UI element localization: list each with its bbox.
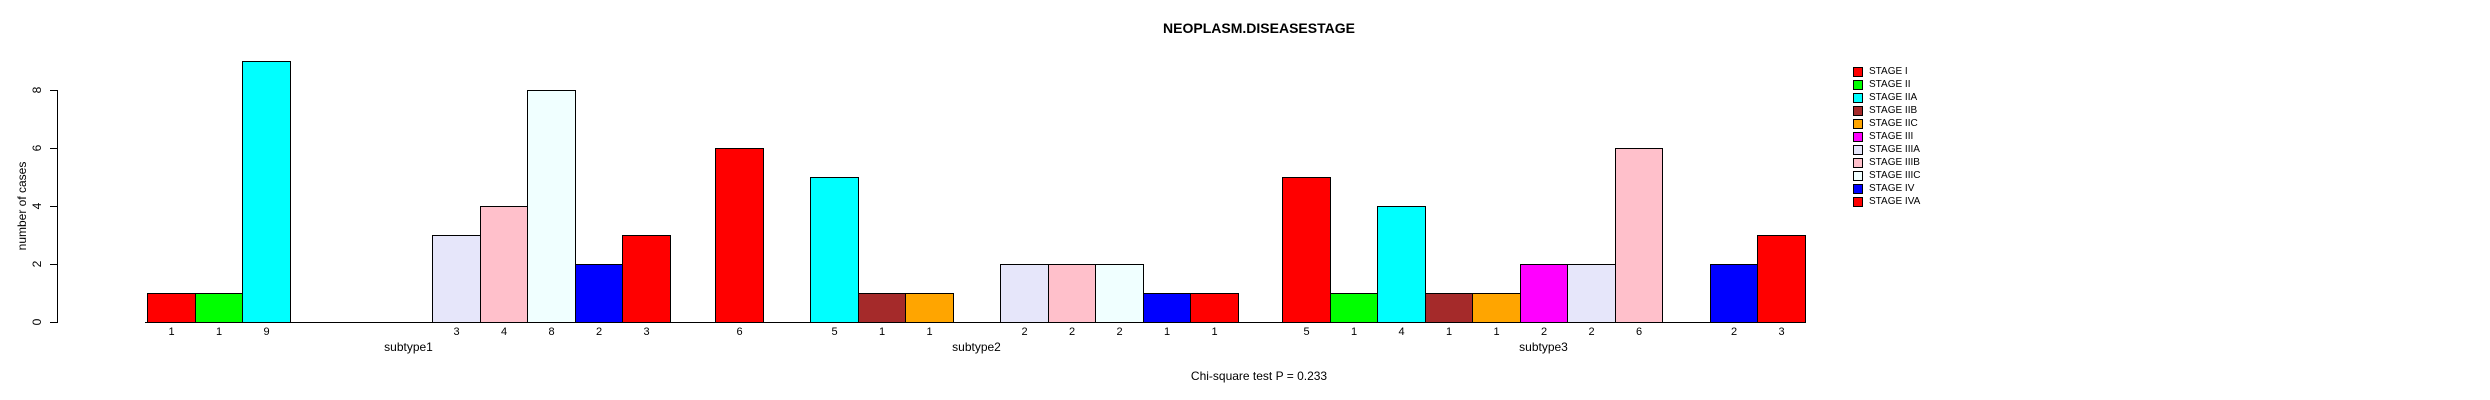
chart-title: NEOPLASM.DISEASESTAGE bbox=[1163, 20, 1355, 36]
bar-subtype1-stage-iiib bbox=[480, 206, 528, 323]
y-tick bbox=[50, 148, 57, 149]
bar-subtype3-stage-iiib bbox=[1615, 148, 1663, 323]
bar-value-label: 6 bbox=[736, 326, 743, 338]
bar-value-label: 2 bbox=[595, 326, 603, 338]
y-axis-label: number of cases bbox=[15, 161, 29, 251]
x-baseline bbox=[145, 322, 1804, 323]
bar-value-label: 8 bbox=[548, 326, 555, 338]
legend-label: STAGE IV bbox=[1869, 183, 1915, 194]
bar-value-label: 2 bbox=[1021, 326, 1028, 338]
y-tick bbox=[50, 206, 57, 207]
bar-value-label: 1 bbox=[1445, 326, 1453, 338]
bar-value-label: 1 bbox=[878, 326, 886, 338]
legend-swatch-stage-iv bbox=[1853, 184, 1863, 194]
bar-value-label: 1 bbox=[926, 326, 933, 338]
bar-value-label: 2 bbox=[1540, 326, 1548, 338]
legend-swatch-stage-i bbox=[1853, 67, 1863, 77]
bar-subtype2-stage-iiia bbox=[1000, 264, 1049, 323]
bar-value-label: 1 bbox=[1163, 326, 1171, 338]
bar-value-label: 4 bbox=[1398, 326, 1405, 338]
legend-label: STAGE IVA bbox=[1869, 196, 1921, 207]
legend-label: STAGE IIC bbox=[1869, 118, 1918, 129]
bar-value-label: 6 bbox=[1635, 326, 1643, 338]
bar-value-label: 3 bbox=[643, 326, 650, 338]
legend-label: STAGE IIIA bbox=[1869, 144, 1920, 155]
legend-label: STAGE IIB bbox=[1869, 105, 1918, 116]
y-tick-label: 8 bbox=[30, 86, 44, 94]
bar-value-label: 2 bbox=[1588, 326, 1595, 338]
group-label-subtype1: subtype1 bbox=[384, 340, 433, 354]
bar-value-label: 1 bbox=[1350, 326, 1358, 338]
y-tick-label: 0 bbox=[30, 318, 44, 326]
legend-label: STAGE I bbox=[1869, 66, 1908, 77]
bar-subtype2-stage-iic bbox=[905, 293, 954, 323]
group-label-subtype2: subtype2 bbox=[952, 340, 1001, 354]
bar-subtype3-stage-ii bbox=[1330, 293, 1378, 323]
bar-subtype1-stage-iv bbox=[575, 264, 623, 323]
bar-value-label: 1 bbox=[1211, 326, 1218, 338]
y-tick bbox=[50, 322, 57, 323]
bar-subtype1-stage-ii bbox=[195, 293, 243, 323]
bar-subtype2-stage-iv bbox=[1143, 293, 1191, 323]
bar-subtype1-stage-iva bbox=[622, 235, 671, 323]
bar-subtype1-stage-iia bbox=[242, 61, 291, 323]
bar-subtype2-stage-iia bbox=[810, 177, 859, 323]
legend-swatch-stage-ii bbox=[1853, 80, 1863, 90]
legend-label: STAGE IIIC bbox=[1869, 170, 1921, 181]
bar-subtype3-stage-i bbox=[1282, 177, 1331, 323]
y-tick-label: 6 bbox=[30, 144, 44, 152]
legend-label: STAGE II bbox=[1869, 79, 1911, 90]
legend-swatch-stage-iii bbox=[1853, 132, 1863, 142]
bar-subtype2-stage-iiic bbox=[1095, 264, 1144, 323]
bar-subtype1-stage-iiia bbox=[432, 235, 481, 323]
bar-subtype2-stage-i bbox=[715, 148, 764, 323]
y-tick bbox=[50, 264, 57, 265]
bar-value-label: 2 bbox=[1730, 326, 1738, 338]
chi-square-pvalue: Chi-square test P = 0.233 bbox=[1190, 369, 1328, 383]
legend-swatch-stage-iib bbox=[1853, 106, 1863, 116]
bar-value-label: 2 bbox=[1068, 326, 1076, 338]
bar-subtype3-stage-iv bbox=[1710, 264, 1758, 323]
legend-label: STAGE IIIB bbox=[1869, 157, 1920, 168]
legend-label: STAGE III bbox=[1869, 131, 1914, 142]
bar-subtype2-stage-iib bbox=[858, 293, 906, 323]
bar-value-label: 4 bbox=[500, 326, 508, 338]
bar-value-label: 1 bbox=[215, 326, 223, 338]
bar-subtype2-stage-iiib bbox=[1048, 264, 1096, 323]
y-tick bbox=[50, 90, 57, 91]
legend-swatch-stage-iiib bbox=[1853, 158, 1863, 168]
bar-value-label: 9 bbox=[263, 326, 270, 338]
bar-subtype3-stage-iiia bbox=[1567, 264, 1616, 323]
bar-value-label: 5 bbox=[1303, 326, 1310, 338]
y-axis-line bbox=[57, 90, 58, 323]
group-label-subtype3: subtype3 bbox=[1519, 340, 1568, 354]
bar-value-label: 3 bbox=[453, 326, 460, 338]
bar-subtype3-stage-iic bbox=[1472, 293, 1521, 323]
bar-value-label: 1 bbox=[1493, 326, 1500, 338]
legend-swatch-stage-iia bbox=[1853, 93, 1863, 103]
bar-subtype2-stage-iva bbox=[1190, 293, 1239, 323]
legend-swatch-stage-iiia bbox=[1853, 145, 1863, 155]
bar-value-label: 3 bbox=[1778, 326, 1785, 338]
legend-swatch-stage-iic bbox=[1853, 119, 1863, 129]
legend-swatch-stage-iva bbox=[1853, 197, 1863, 207]
y-tick-label: 2 bbox=[30, 260, 44, 268]
bar-subtype3-stage-iia bbox=[1377, 206, 1426, 323]
bar-value-label: 1 bbox=[168, 326, 175, 338]
bar-value-label: 2 bbox=[1116, 326, 1123, 338]
legend-label: STAGE IIA bbox=[1869, 92, 1918, 103]
bar-subtype1-stage-iiic bbox=[527, 90, 576, 323]
y-tick-label: 4 bbox=[30, 202, 44, 210]
bar-subtype1-stage-i bbox=[147, 293, 196, 323]
legend-swatch-stage-iiic bbox=[1853, 171, 1863, 181]
bar-value-label: 5 bbox=[831, 326, 838, 338]
bar-subtype3-stage-iib bbox=[1425, 293, 1473, 323]
bar-subtype3-stage-iva bbox=[1757, 235, 1806, 323]
bar-subtype3-stage-iii bbox=[1520, 264, 1568, 323]
